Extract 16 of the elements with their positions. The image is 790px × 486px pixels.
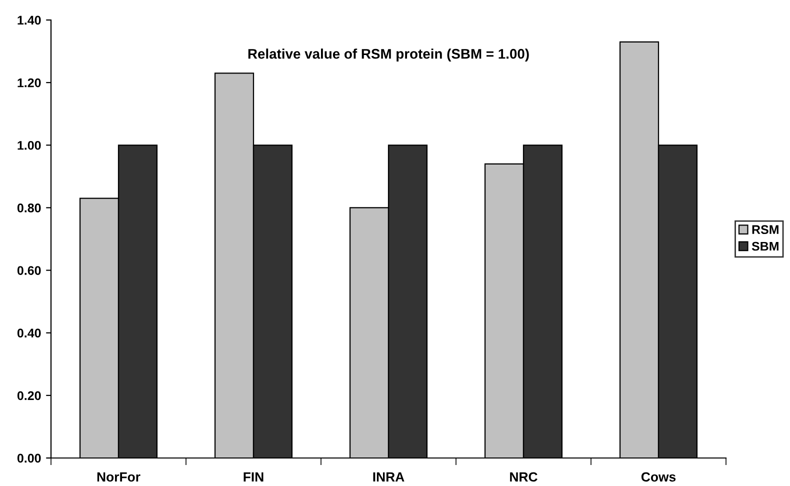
x-tick-label: Cows: [641, 472, 676, 482]
x-tick-label: NRC: [510, 472, 538, 482]
y-tick-label: 0.00: [17, 454, 41, 463]
y-tick-label: 0.40: [17, 328, 41, 338]
y-tick-label: 1.00: [18, 140, 41, 150]
legend-label: SBM: [752, 242, 778, 251]
y-tick-label: 0.80: [17, 204, 41, 212]
x-tick-label: INRA: [373, 472, 404, 482]
y-tick-label: 1.40: [18, 16, 41, 25]
y-tick-label: 0.20: [17, 391, 41, 400]
x-tick-label: NorFor: [97, 472, 140, 482]
x-tick-label: FIN: [244, 472, 264, 482]
text: Relative value of RSM protein (SBM = 1.00): [248, 48, 529, 62]
legend-label: RSM: [752, 225, 778, 234]
y-tick-label: 1.20: [18, 78, 41, 88]
y-tick-label: 0.60: [17, 266, 41, 275]
